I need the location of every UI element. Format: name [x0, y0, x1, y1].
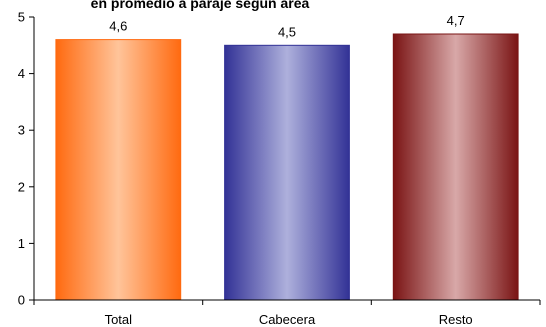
y-tick-label: 5: [18, 10, 25, 25]
category-label-cabecera: Cabecera: [259, 312, 316, 327]
y-tick-label: 2: [18, 179, 25, 194]
y-tick-label: 1: [18, 236, 25, 251]
y-tick-label: 3: [18, 123, 25, 138]
bar-resto: [392, 33, 519, 301]
data-label-total: 4,6: [109, 19, 127, 34]
y-tick-label: 4: [18, 66, 25, 81]
bars: [55, 33, 519, 301]
category-label-resto: Resto: [439, 312, 473, 327]
axes: Total Cabecera Resto 0 1 2 3 4 5: [18, 10, 541, 327]
y-tick-label: 0: [18, 293, 25, 308]
bar-cabecera: [224, 44, 350, 301]
chart-header-fragment: en promedio a paraje según área: [91, 0, 310, 11]
bar-total: [55, 39, 182, 301]
data-labels: 4,6 4,5 4,7: [109, 13, 464, 39]
data-label-cabecera: 4,5: [278, 24, 296, 39]
data-label-resto: 4,7: [447, 13, 465, 28]
category-label-total: Total: [105, 312, 133, 327]
